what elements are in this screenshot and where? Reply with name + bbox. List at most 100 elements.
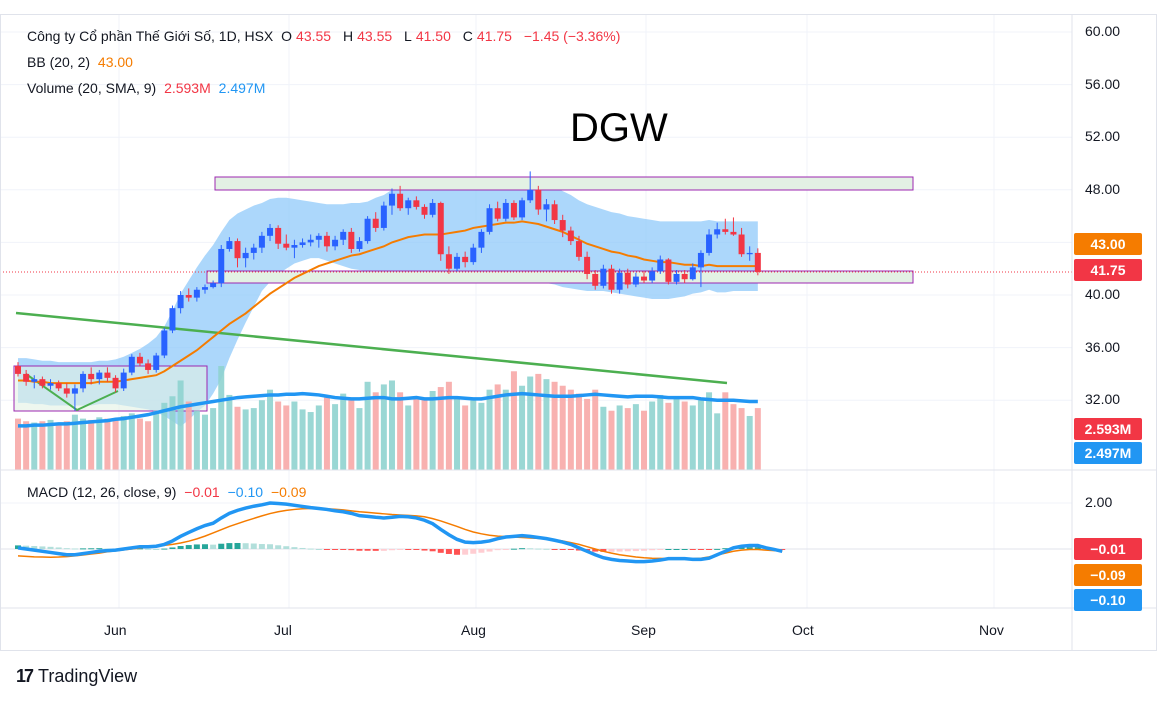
candle-body bbox=[510, 202, 517, 218]
volume-bar bbox=[323, 397, 330, 470]
volume-bar bbox=[161, 402, 168, 470]
candle-body bbox=[486, 208, 493, 232]
macd-hist-bar bbox=[519, 548, 526, 550]
macd-hist-bar bbox=[185, 545, 192, 549]
tradingview-logo[interactable]: 17 TradingView bbox=[16, 666, 137, 687]
volume-bar bbox=[250, 408, 257, 470]
macd-pane bbox=[0, 501, 1072, 564]
candle-body bbox=[88, 373, 95, 380]
macd-hist-bar bbox=[364, 549, 371, 551]
candle-body bbox=[632, 276, 639, 285]
bb-value: 43.00 bbox=[97, 54, 133, 70]
macd-hist-bar bbox=[161, 548, 168, 550]
candle-body bbox=[291, 245, 298, 248]
candle-body bbox=[299, 242, 306, 246]
volume-bar bbox=[153, 410, 160, 470]
volume-bars bbox=[15, 366, 761, 470]
candle-body bbox=[584, 256, 591, 274]
macd-line bbox=[17, 501, 783, 564]
volume-bar bbox=[494, 384, 501, 470]
volume-bar bbox=[608, 410, 615, 470]
volume-bar bbox=[706, 392, 713, 470]
macd-line-value: −0.10 bbox=[227, 484, 264, 500]
candle-body bbox=[665, 259, 672, 282]
trend-line bbox=[15, 311, 728, 412]
candle-body bbox=[543, 204, 550, 210]
macd-signal-value: −0.09 bbox=[270, 484, 307, 500]
macd-hist-bar bbox=[681, 549, 688, 550]
candle-body bbox=[421, 206, 428, 215]
volume-bar bbox=[730, 404, 737, 470]
macd-hist-bar bbox=[177, 545, 184, 549]
macd-hist-bar bbox=[136, 548, 143, 550]
candle-body bbox=[275, 227, 282, 244]
macd-hist-bar bbox=[250, 543, 257, 549]
candle-body bbox=[332, 239, 339, 247]
macd-hist-bar bbox=[486, 549, 493, 552]
resistance-zone bbox=[214, 176, 914, 191]
candle-body bbox=[31, 379, 38, 382]
volume-bar bbox=[519, 385, 526, 470]
volume-bar bbox=[23, 421, 30, 470]
volume-bar bbox=[80, 418, 87, 470]
macd-hist-bar bbox=[80, 548, 87, 550]
candle-body bbox=[608, 268, 615, 290]
candle-body bbox=[120, 372, 127, 389]
macd-hist-value: −0.01 bbox=[184, 484, 220, 500]
candle-body bbox=[15, 366, 21, 374]
volume-bar bbox=[714, 413, 721, 470]
macd-hist-bar bbox=[242, 543, 249, 549]
macd-hist-bar bbox=[267, 544, 274, 549]
volume-bar bbox=[397, 392, 404, 470]
macd-hist-bar bbox=[502, 549, 509, 550]
candle-body bbox=[437, 202, 444, 255]
candle-body bbox=[201, 287, 208, 290]
candle-body bbox=[445, 254, 452, 269]
candle-body bbox=[145, 363, 152, 370]
time-axis-label: Oct bbox=[792, 622, 814, 638]
high-label: H bbox=[342, 28, 354, 44]
candle-body bbox=[624, 272, 631, 285]
macd-hist-bar bbox=[96, 548, 103, 550]
macd-label: MACD (12, 26, close, 9) bbox=[27, 484, 177, 500]
macd-hist-bar bbox=[153, 549, 160, 550]
volume-bar bbox=[584, 398, 591, 470]
price-axis-label: 32.00 bbox=[1085, 391, 1121, 408]
volume-bar bbox=[169, 396, 176, 470]
volume-value: 2.593M bbox=[164, 80, 211, 96]
candle-body bbox=[193, 289, 200, 298]
volume-bar bbox=[673, 397, 680, 470]
candles bbox=[15, 171, 761, 411]
macd-signal-tag: −0.09 bbox=[1074, 564, 1142, 586]
candle-body bbox=[315, 235, 322, 240]
macd-hist-bar bbox=[380, 549, 387, 551]
macd-hist-bar bbox=[234, 542, 241, 549]
volume-bar bbox=[242, 409, 249, 470]
candle-body bbox=[754, 252, 761, 272]
volume-tag: 2.593M bbox=[1074, 418, 1142, 440]
time-axis-label: Sep bbox=[631, 622, 656, 638]
macd-hist-bar bbox=[226, 543, 233, 549]
candle-body bbox=[462, 256, 469, 263]
candle-body bbox=[340, 231, 347, 240]
symbol-name: Công ty Cổ phần Thế Giới Số, 1D, HSX bbox=[27, 28, 274, 44]
candle-body bbox=[502, 202, 509, 219]
outer-frame bbox=[0, 14, 1157, 651]
macd-hist-bar bbox=[145, 548, 152, 550]
candle-body bbox=[649, 271, 656, 281]
bb-price-tag: 43.00 bbox=[1074, 233, 1142, 255]
macd-hist-tag: −0.01 bbox=[1074, 538, 1142, 560]
volume-bar bbox=[210, 408, 217, 470]
candle-body bbox=[364, 218, 371, 242]
volume-bar bbox=[462, 405, 469, 470]
macd-hist-bar bbox=[632, 549, 639, 552]
volume-bar bbox=[738, 408, 745, 470]
bb-label: BB (20, 2) bbox=[27, 54, 91, 70]
macd-hist-bar bbox=[299, 547, 306, 549]
last-price-tag: 41.75 bbox=[1074, 259, 1142, 281]
candle-body bbox=[689, 267, 696, 280]
volume-bar bbox=[201, 414, 208, 470]
legend-row-symbol: Công ty Cổ phần Thế Giới Số, 1D, HSX O 43… bbox=[27, 28, 624, 44]
macd-hist-bar bbox=[258, 544, 265, 549]
